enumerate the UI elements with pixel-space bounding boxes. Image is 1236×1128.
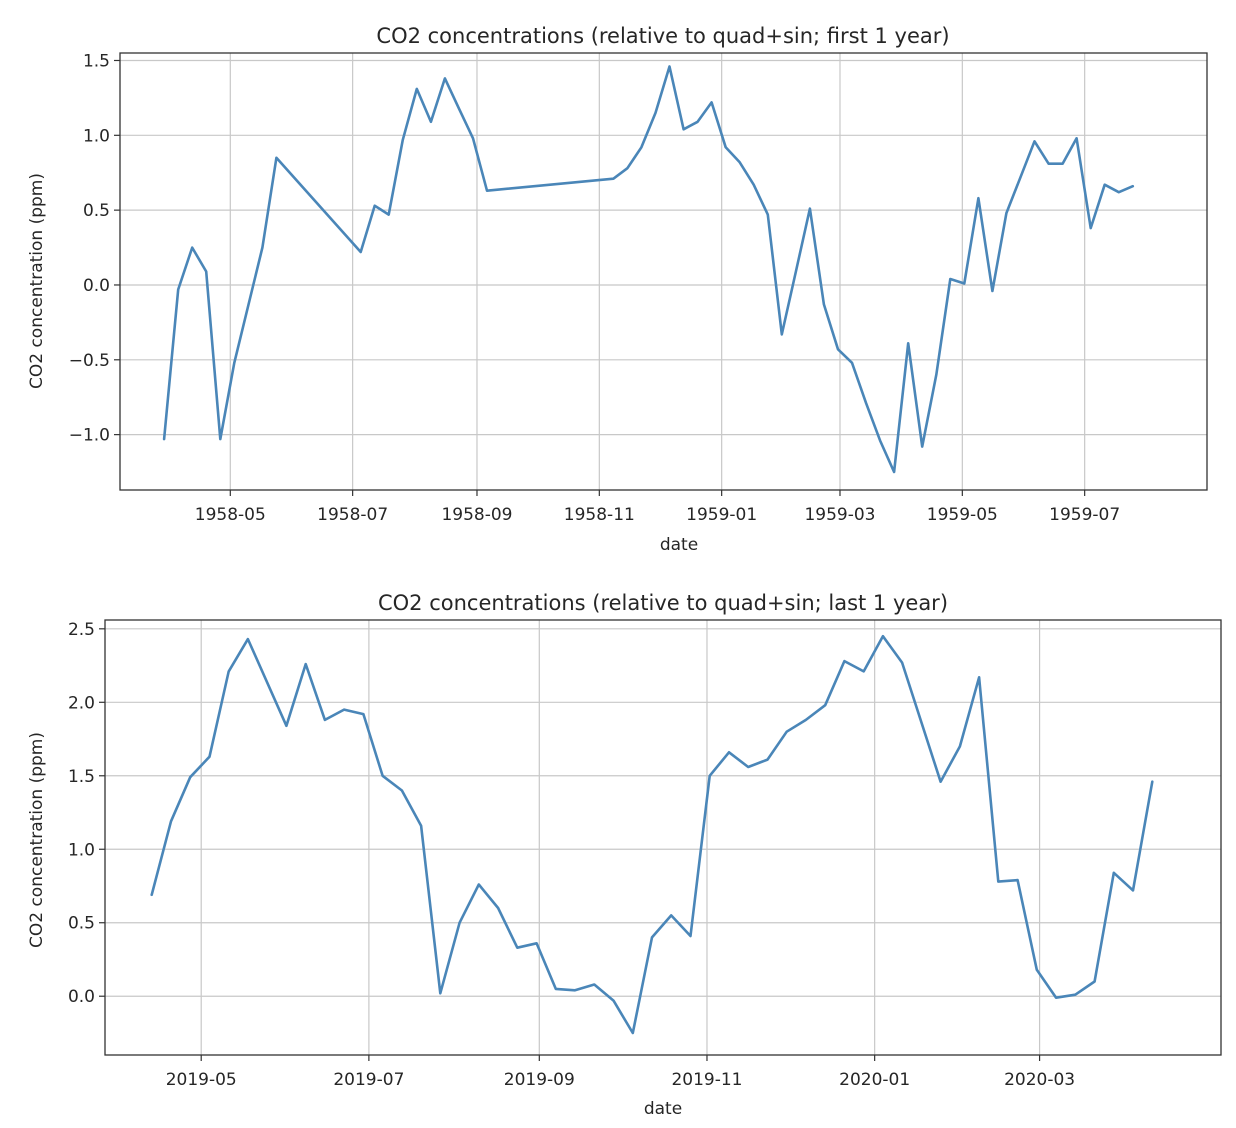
x-tick-label: 2020-01 (839, 1070, 910, 1090)
y-tick-label: 1.0 (83, 126, 110, 146)
x-tick-label: 1959-07 (1049, 505, 1120, 525)
line-series-first-year (162, 65, 1135, 474)
x-tick-label: 1958-11 (564, 505, 635, 525)
x-tick-label: 1958-07 (317, 505, 388, 525)
line-series-last-year (150, 634, 1154, 1035)
chart-last-year: 2019-05 2019-07 2019-09 2019-11 2020-01 2020-… (27, 591, 1222, 1119)
x-tick-label: 2019-07 (333, 1070, 404, 1090)
y-tick-label: 2.0 (68, 693, 95, 713)
y-tick-label: 0.0 (68, 987, 95, 1007)
y-tick-label: 1.0 (68, 840, 95, 860)
chart-title-last-year: CO2 concentrations (relative to quad+sin… (378, 591, 948, 615)
x-tick-label: 2019-09 (504, 1070, 575, 1090)
axis-ticks-first-year: 1958-05 1958-07 1958-09 1958-11 1959-01 1959-… (69, 51, 1120, 525)
x-axis-label-last-year: date (644, 1099, 682, 1119)
x-tick-label: 1959-03 (804, 505, 875, 525)
x-tick-label: 1958-05 (195, 505, 266, 525)
y-tick-label: −0.5 (69, 351, 110, 371)
y-axis-label-first-year: CO2 concentration (ppm) (27, 173, 47, 389)
x-tick-label: 2019-05 (166, 1070, 237, 1090)
chart-title-first-year: CO2 concentrations (relative to quad+sin… (376, 24, 949, 48)
y-tick-label: 2.5 (68, 620, 95, 640)
x-tick-label: 1959-05 (927, 505, 998, 525)
grid-last-year (105, 620, 1221, 1055)
x-tick-label: 1959-01 (686, 505, 757, 525)
x-axis-label-first-year: date (660, 535, 698, 555)
y-tick-label: 0.5 (68, 914, 95, 934)
axis-ticks-last-year: 2019-05 2019-07 2019-09 2019-11 2020-01 2020-… (68, 620, 1075, 1090)
y-axis-label-last-year: CO2 concentration (ppm) (27, 732, 47, 948)
x-tick-label: 2019-11 (671, 1070, 742, 1090)
chart-first-year: 1958-05 1958-07 1958-09 1958-11 1959-01 1959-… (27, 24, 1208, 555)
y-tick-label: 0.0 (83, 276, 110, 296)
plot-frame-first-year (119, 52, 1208, 491)
x-tick-label: 1958-09 (441, 505, 512, 525)
grid-first-year (120, 53, 1207, 490)
y-tick-label: −1.0 (69, 426, 110, 446)
y-tick-label: 1.5 (83, 51, 110, 71)
y-tick-label: 1.5 (68, 767, 95, 787)
y-tick-label: 0.5 (83, 201, 110, 221)
plot-frame-last-year (104, 619, 1222, 1056)
x-tick-label: 2020-03 (1004, 1070, 1075, 1090)
